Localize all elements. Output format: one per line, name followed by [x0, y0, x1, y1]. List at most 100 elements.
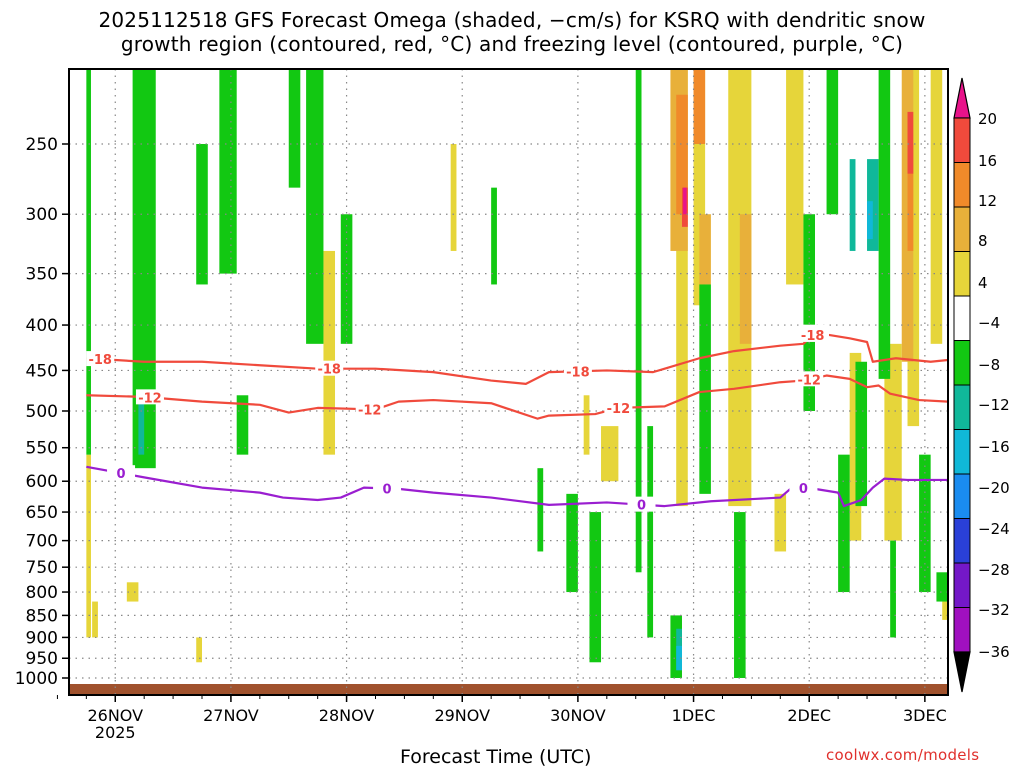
colorbar-bin	[953, 340, 971, 386]
colorbar-label: 16	[978, 152, 997, 170]
colorbar-label: 12	[978, 192, 997, 210]
omega-cell	[583, 395, 590, 455]
contour-label: 0	[383, 482, 392, 497]
omega-cell	[86, 454, 91, 638]
colorbar-label: −8	[978, 356, 1000, 374]
colorbar-label: −4	[978, 314, 1000, 332]
omega-cell	[907, 144, 914, 251]
omega-cell	[340, 214, 353, 344]
contour-label: -18	[801, 329, 825, 344]
omega-cell	[219, 69, 237, 274]
y-tick-label: 400	[26, 316, 58, 336]
omega-cell	[774, 493, 787, 552]
x-tick-year-label: 2025	[95, 723, 136, 742]
contour-label: 0	[799, 482, 808, 497]
omega-cell	[878, 69, 891, 379]
chart-title-line1: 2025112518 GFS Forecast Omega (shaded, −…	[98, 8, 926, 32]
omega-cell	[126, 582, 139, 602]
omega-cell	[838, 454, 850, 593]
omega-cell	[919, 454, 931, 593]
omega-cell	[739, 214, 752, 344]
colorbar-label: −12	[978, 396, 1010, 414]
omega-cell	[683, 187, 687, 215]
omega-cell	[930, 69, 943, 344]
colorbar-bin	[953, 117, 971, 163]
contour-label-bg	[355, 401, 384, 417]
contour-label-bg	[315, 360, 344, 376]
colorbar-label: −28	[978, 561, 1010, 579]
x-axis-title: Forecast Time (UTC)	[400, 746, 592, 768]
colorbar-label: 20	[978, 110, 997, 128]
contour-label: -12	[358, 403, 382, 418]
omega-cell	[693, 69, 706, 306]
contour-label: 0	[637, 499, 646, 514]
x-tick-label: 29NOV	[434, 706, 490, 725]
contour-label-bg	[789, 480, 818, 496]
omega-cell	[676, 69, 688, 507]
omega-cell	[236, 395, 249, 455]
omega-cell	[196, 637, 203, 663]
y-tick-label: 750	[26, 558, 58, 578]
omega-cell	[907, 111, 914, 174]
contour-label-bg	[107, 465, 136, 481]
plot-frame	[68, 68, 949, 696]
omega-cell	[803, 214, 815, 411]
contour-label-bg	[604, 399, 633, 415]
omega-cell	[92, 601, 98, 638]
omega-cell	[936, 572, 948, 602]
omega-cell	[676, 94, 688, 215]
contour-label-bg	[627, 496, 656, 512]
omega-cell	[826, 69, 839, 215]
contour-label: -12	[138, 391, 162, 406]
y-tick-label: 600	[26, 472, 58, 492]
contour-label-bg	[373, 480, 402, 496]
omega-cell	[867, 201, 873, 240]
omega-cell	[699, 214, 711, 285]
colorbar-label: −20	[978, 479, 1010, 497]
omega-cell	[589, 512, 602, 663]
y-tick-label: 350	[26, 265, 58, 285]
omega-cell	[537, 468, 544, 552]
omega-cell	[699, 284, 711, 494]
colorbar-bin	[953, 162, 971, 208]
contour-line	[86, 465, 948, 508]
x-tick-label: 30NOV	[550, 706, 606, 725]
contour-label-bg	[86, 351, 115, 367]
y-tick-label: 250	[26, 135, 58, 155]
x-tick-label: 1DEC	[672, 706, 716, 725]
colorbar-bin	[953, 384, 971, 430]
omega-cell	[676, 645, 682, 671]
colorbar-label: 8	[978, 232, 988, 250]
colorbar-label: −24	[978, 520, 1010, 538]
omega-cell	[786, 69, 804, 285]
contour-label-bg	[563, 363, 592, 379]
surface-ground	[69, 684, 948, 695]
y-tick-label: 800	[26, 583, 58, 603]
colorbar-label: −36	[978, 643, 1010, 661]
x-tick-label: 26NOV	[87, 706, 143, 725]
contour-label: -12	[607, 402, 631, 417]
omega-cell	[138, 395, 145, 455]
omega-cell	[86, 69, 91, 455]
contour-label: 0	[117, 467, 126, 482]
contour-label: -18	[566, 365, 590, 380]
contour-label: -18	[317, 363, 341, 378]
colorbar-min-arrow	[953, 651, 971, 693]
y-tick-label: 550	[26, 439, 58, 459]
omega-cell	[323, 250, 336, 455]
colorbar-label: −16	[978, 438, 1010, 456]
colorbar-bin	[953, 206, 971, 252]
contour-line	[86, 331, 948, 385]
contour-label: -18	[88, 353, 112, 368]
omega-cell	[855, 361, 868, 507]
colorbar-bin	[953, 251, 971, 297]
omega-cell	[132, 69, 156, 469]
colorbar-bin	[953, 473, 971, 519]
y-tick-label: 300	[26, 205, 58, 225]
omega-cell	[647, 426, 654, 638]
y-tick-label: 950	[26, 649, 58, 669]
y-tick-label: 900	[26, 628, 58, 648]
contour-label-bg	[798, 326, 827, 342]
omega-cell	[942, 592, 948, 620]
